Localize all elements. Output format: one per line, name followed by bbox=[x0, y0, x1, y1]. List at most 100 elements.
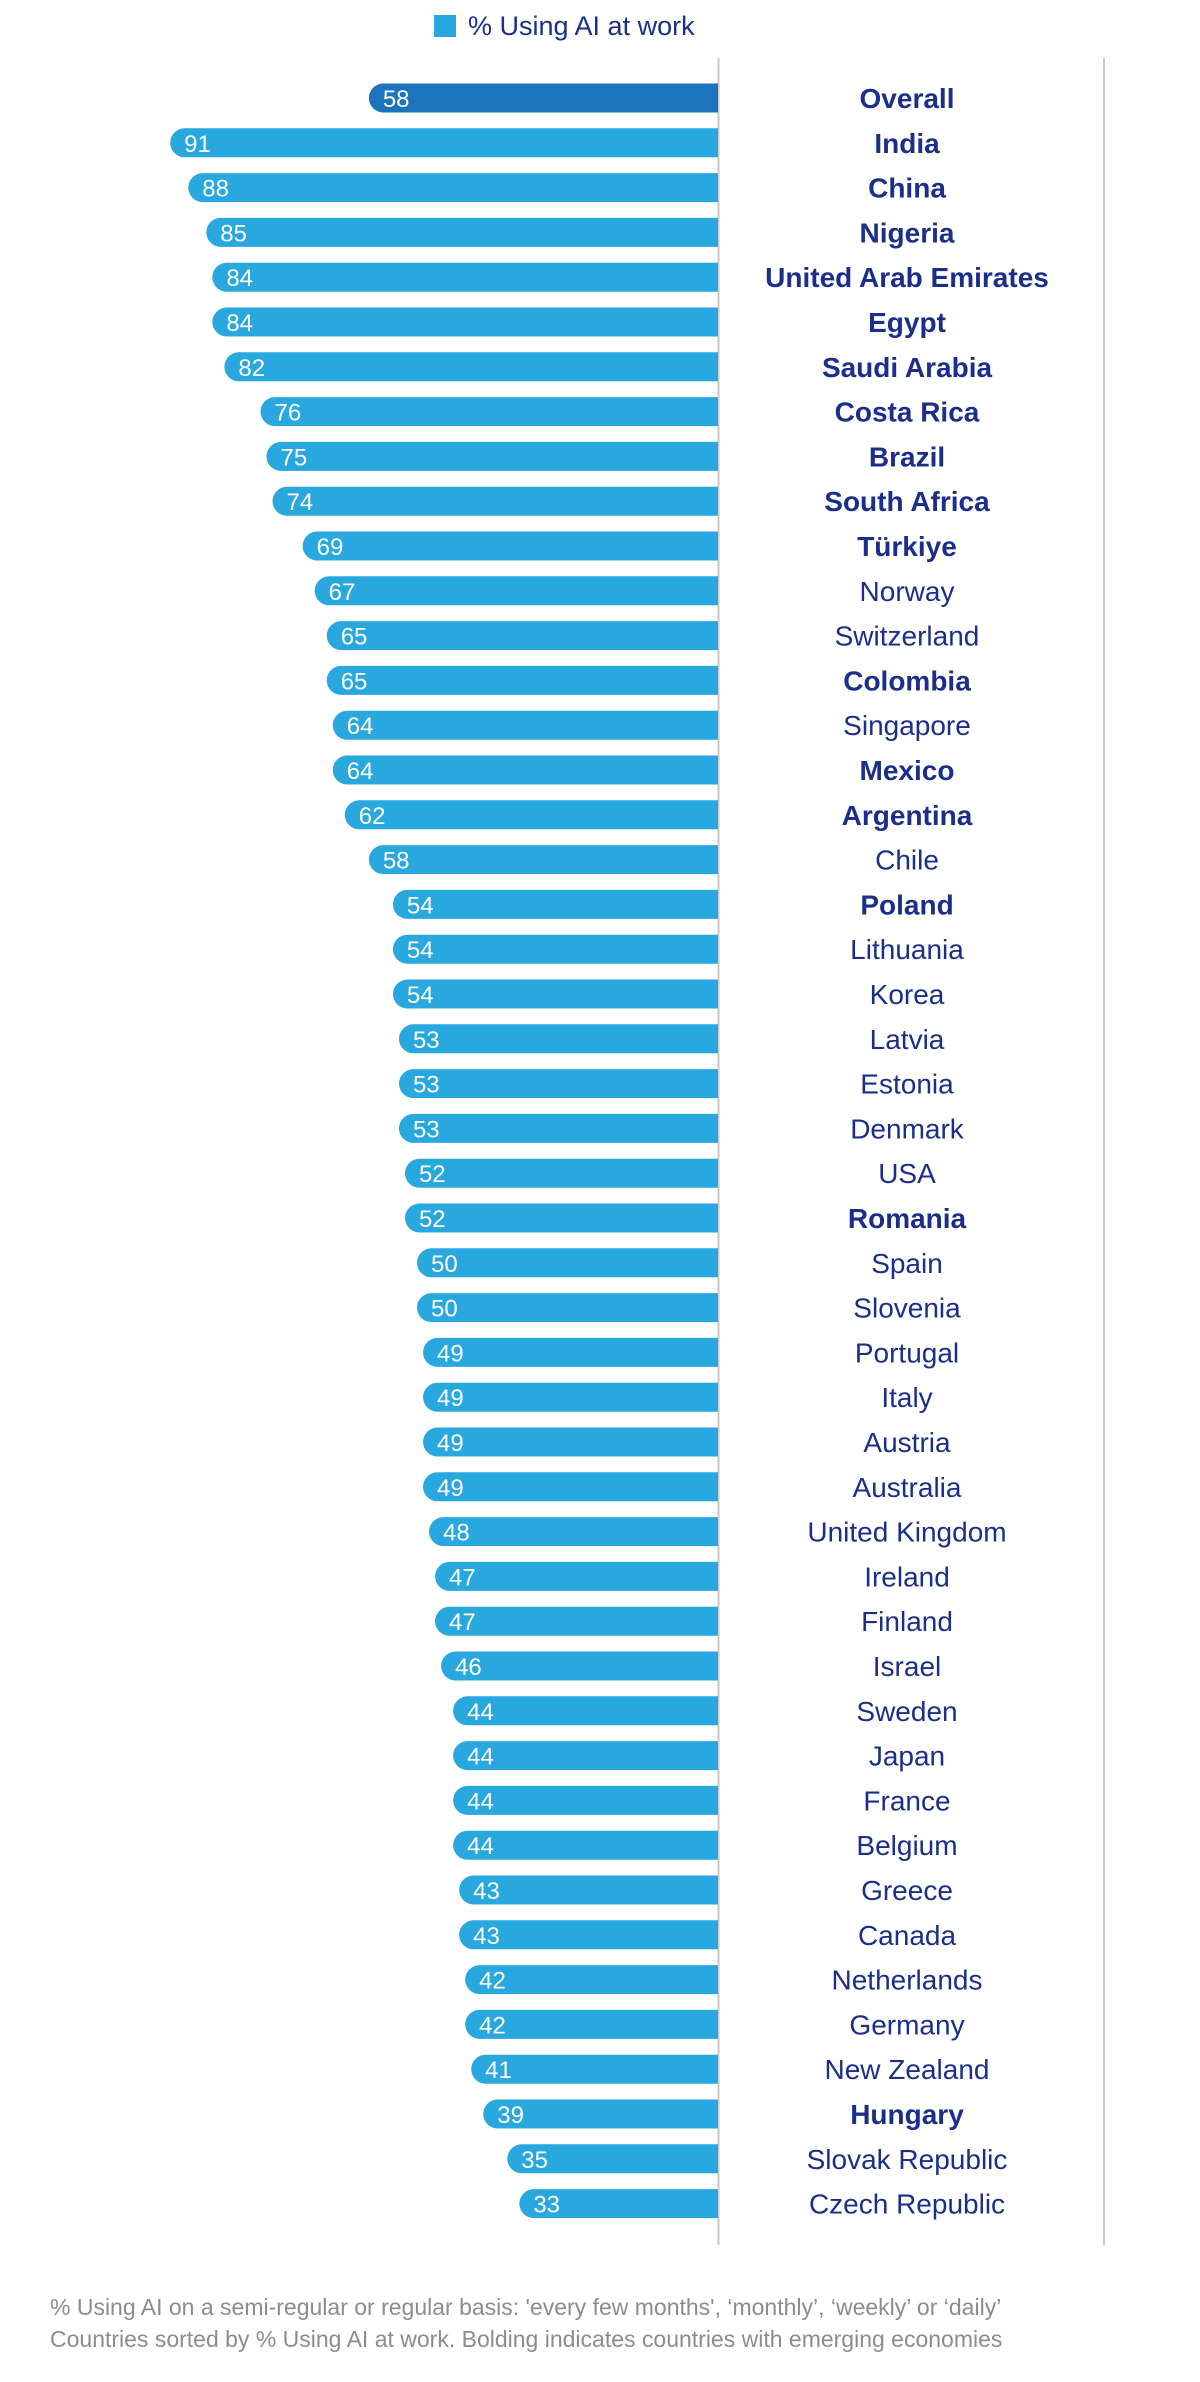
bar-value-label: 33 bbox=[533, 2192, 560, 2219]
bar-value-label: 52 bbox=[419, 1161, 446, 1188]
bar-value-label: 54 bbox=[407, 892, 434, 919]
category-label: China bbox=[868, 173, 946, 204]
category-label: Latvia bbox=[870, 1024, 945, 1055]
category-label: Poland bbox=[860, 889, 953, 920]
bar-value-label: 44 bbox=[467, 1788, 494, 1815]
category-label: Ireland bbox=[864, 1561, 950, 1592]
category-label: Sweden bbox=[856, 1696, 957, 1727]
bar-value-label: 64 bbox=[347, 713, 374, 740]
bar bbox=[483, 2099, 718, 2129]
bar bbox=[326, 621, 718, 651]
category-label: Saudi Arabia bbox=[822, 352, 993, 383]
bar-value-label: 49 bbox=[437, 1385, 464, 1412]
bar-value-label: 69 bbox=[317, 534, 344, 561]
bar-value-label: 47 bbox=[449, 1564, 476, 1591]
bar bbox=[188, 173, 719, 203]
category-label: Egypt bbox=[868, 307, 946, 338]
bar-value-label: 62 bbox=[359, 803, 386, 830]
category-label: Norway bbox=[860, 576, 955, 607]
bar bbox=[398, 1069, 718, 1099]
bar bbox=[368, 83, 718, 113]
category-label: Türkiye bbox=[857, 531, 957, 562]
bar-value-label: 43 bbox=[473, 1923, 500, 1950]
category-label: Slovenia bbox=[853, 1293, 961, 1324]
footnote-definition: % Using AI on a semi-regular or regular … bbox=[50, 2294, 1002, 2320]
category-label: United Kingdom bbox=[807, 1517, 1006, 1548]
bar-value-label: 82 bbox=[238, 355, 265, 382]
bar bbox=[423, 1382, 718, 1412]
bar-chart: 58 Overall 91 India 88 China 85 Nigeria 84 United… bbox=[170, 58, 1105, 2245]
bar-value-label: 64 bbox=[347, 758, 374, 785]
category-label: Finland bbox=[861, 1606, 953, 1637]
category-label: Italy bbox=[881, 1382, 932, 1413]
bar bbox=[423, 1472, 718, 1502]
legend: % Using AI at work bbox=[434, 8, 695, 44]
bar-value-label: 44 bbox=[467, 1699, 494, 1726]
bar bbox=[471, 2054, 718, 2084]
bar-value-label: 58 bbox=[383, 86, 410, 113]
bar bbox=[398, 1113, 718, 1143]
category-label: Costa Rica bbox=[835, 397, 980, 428]
category-label: Australia bbox=[853, 1472, 962, 1503]
category-label: Romania bbox=[848, 1203, 967, 1234]
bar bbox=[423, 1337, 718, 1367]
legend-swatch bbox=[434, 15, 456, 37]
bar bbox=[429, 1517, 718, 1547]
bar bbox=[417, 1248, 718, 1278]
category-label: Chile bbox=[875, 845, 939, 876]
bar-value-label: 74 bbox=[287, 489, 314, 516]
category-label: Spain bbox=[871, 1248, 943, 1279]
bar bbox=[453, 1785, 718, 1815]
bar bbox=[507, 2144, 718, 2174]
bar-value-label: 91 bbox=[184, 131, 211, 158]
bar-value-label: 53 bbox=[413, 1072, 440, 1099]
bar bbox=[465, 2009, 718, 2039]
bar-value-label: 35 bbox=[521, 2147, 548, 2174]
bar bbox=[212, 262, 718, 292]
bar-value-label: 39 bbox=[497, 2102, 524, 2129]
category-label: South Africa bbox=[824, 486, 990, 517]
category-label: Portugal bbox=[855, 1337, 959, 1368]
category-label: New Zealand bbox=[825, 2054, 990, 2085]
bar bbox=[392, 889, 718, 919]
bar bbox=[332, 710, 718, 740]
bar bbox=[332, 755, 718, 785]
bar bbox=[404, 1158, 718, 1188]
bar bbox=[435, 1606, 718, 1636]
bar bbox=[453, 1741, 718, 1771]
bar-value-label: 49 bbox=[437, 1340, 464, 1367]
bar bbox=[314, 576, 718, 606]
category-label: Netherlands bbox=[832, 1965, 983, 1996]
category-label: Brazil bbox=[869, 441, 945, 472]
category-label: Switzerland bbox=[835, 621, 980, 652]
bar-value-label: 54 bbox=[407, 982, 434, 1009]
bar-value-label: 41 bbox=[485, 2057, 512, 2084]
category-label: Lithuania bbox=[850, 934, 964, 965]
bar bbox=[459, 1875, 718, 1905]
bar bbox=[266, 441, 718, 471]
bar-value-label: 88 bbox=[202, 176, 229, 203]
bar-value-label: 67 bbox=[329, 579, 356, 606]
bar-value-label: 54 bbox=[407, 937, 434, 964]
bar bbox=[453, 1830, 718, 1860]
bar bbox=[212, 307, 718, 337]
category-label: USA bbox=[878, 1158, 936, 1189]
bar-value-label: 75 bbox=[281, 444, 308, 471]
category-label: Slovak Republic bbox=[807, 2144, 1008, 2175]
bar bbox=[224, 352, 718, 382]
category-label: Colombia bbox=[843, 665, 971, 696]
bar-value-label: 50 bbox=[431, 1251, 458, 1278]
bar bbox=[441, 1651, 718, 1681]
category-label: Germany bbox=[849, 2009, 964, 2040]
bar-value-label: 47 bbox=[449, 1609, 476, 1636]
bar-value-label: 42 bbox=[479, 1968, 506, 1995]
bar-value-label: 50 bbox=[431, 1296, 458, 1323]
category-label: Israel bbox=[873, 1651, 941, 1682]
bar bbox=[459, 1920, 718, 1950]
bar-value-label: 53 bbox=[413, 1027, 440, 1054]
bar-value-label: 49 bbox=[437, 1430, 464, 1457]
category-label: Argentina bbox=[842, 800, 973, 831]
bar bbox=[272, 486, 718, 516]
bar-value-label: 49 bbox=[437, 1475, 464, 1502]
bar-value-label: 42 bbox=[479, 2012, 506, 2039]
